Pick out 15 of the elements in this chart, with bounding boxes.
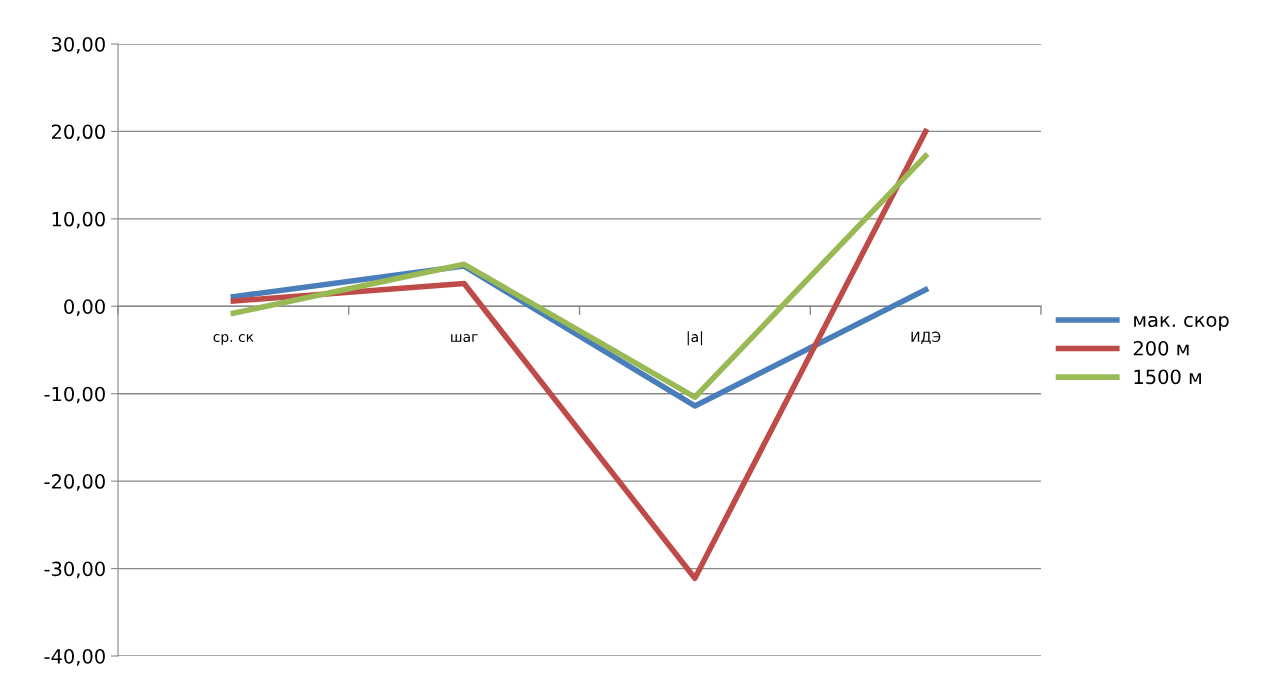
legend-label: 200 м: [1133, 340, 1189, 356]
legend-label: 1500 м: [1134, 369, 1201, 385]
y-tick-label: -30,00: [44, 561, 105, 579]
y-tick-label: -10,00: [44, 386, 105, 404]
x-tick-label: ср. ск: [213, 334, 254, 345]
x-tick-label: ИДЭ: [911, 331, 941, 345]
x-tick-label: |a|: [687, 331, 703, 346]
x-tick-label: шаг: [451, 334, 478, 343]
y-tick-label: -40,00: [44, 648, 105, 666]
y-tick-label: 0,00: [64, 299, 105, 316]
y-tick-label: 10,00: [52, 211, 105, 229]
legend-label: мак. скор: [1134, 315, 1229, 331]
y-tick-label: 20,00: [51, 124, 105, 142]
y-tick-label: 30,00: [52, 36, 105, 54]
y-tick-label: -20,00: [44, 474, 105, 491]
